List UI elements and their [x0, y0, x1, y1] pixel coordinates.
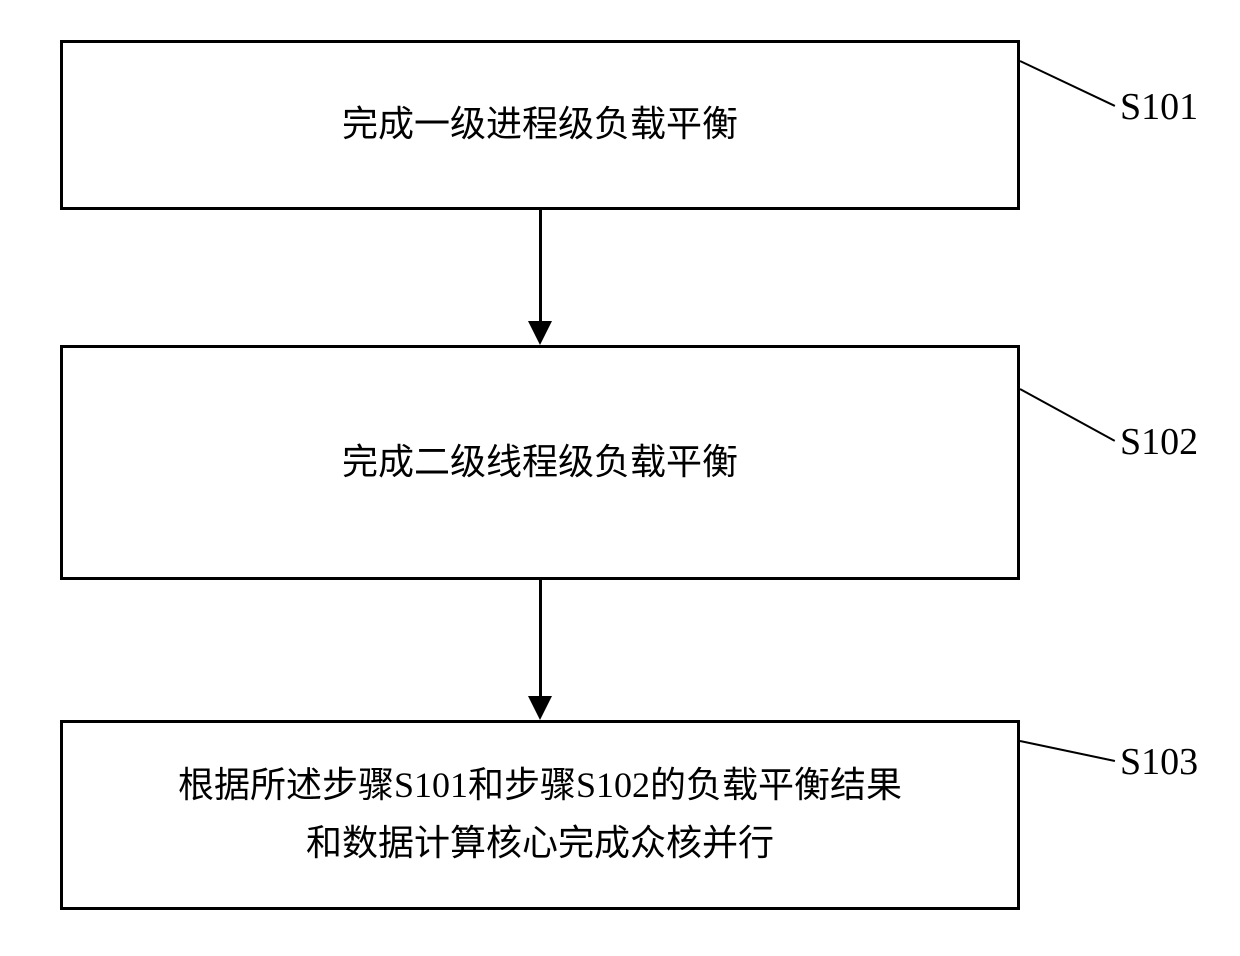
- step-label-s101: S101: [1120, 85, 1198, 129]
- step-label-s102: S102: [1120, 420, 1198, 464]
- flow-node-1-text: 完成一级进程级负载平衡: [342, 96, 738, 154]
- leader-line-2: [1020, 388, 1116, 442]
- flowchart-canvas: 完成一级进程级负载平衡 S101 完成二级线程级负载平衡 S102 根据所述步骤…: [0, 0, 1240, 956]
- flow-node-3: 根据所述步骤S101和步骤S102的负载平衡结果 和数据计算核心完成众核并行: [60, 720, 1020, 910]
- leader-line-3: [1020, 740, 1115, 762]
- arrow-2-line: [539, 580, 542, 698]
- flow-node-1: 完成一级进程级负载平衡: [60, 40, 1020, 210]
- leader-line-1: [1020, 60, 1116, 107]
- flow-node-2-text: 完成二级线程级负载平衡: [342, 434, 738, 492]
- arrow-1-line: [539, 210, 542, 323]
- step-label-s103-text: S103: [1120, 741, 1198, 783]
- flow-node-3-text: 根据所述步骤S101和步骤S102的负载平衡结果 和数据计算核心完成众核并行: [178, 757, 902, 872]
- step-label-s101-text: S101: [1120, 86, 1198, 128]
- step-label-s103: S103: [1120, 740, 1198, 784]
- step-label-s102-text: S102: [1120, 421, 1198, 463]
- flow-node-2: 完成二级线程级负载平衡: [60, 345, 1020, 580]
